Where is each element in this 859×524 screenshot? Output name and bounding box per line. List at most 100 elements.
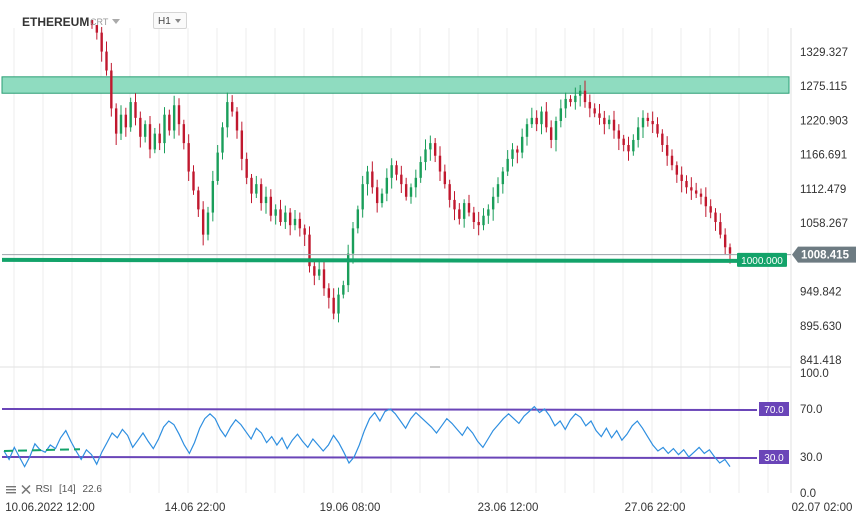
resistance-zone[interactable] bbox=[1, 76, 790, 94]
candle-body bbox=[308, 234, 311, 267]
settings-icon[interactable] bbox=[6, 485, 16, 494]
rsi-tick-label: 0.0 bbox=[800, 488, 816, 500]
candle-body bbox=[124, 114, 128, 128]
candle-body bbox=[549, 127, 553, 140]
candle-body bbox=[322, 269, 326, 289]
candle-body bbox=[598, 113, 601, 118]
time-axis[interactable]: 10.06.2022 12:00 14.06 22:00 19.06 08:00 23… bbox=[5, 502, 852, 514]
candle-body bbox=[235, 111, 239, 131]
candle-body bbox=[143, 124, 147, 137]
support-line[interactable]: 1000.000 bbox=[1, 252, 791, 267]
candle-body bbox=[467, 203, 471, 213]
candle-body bbox=[506, 158, 509, 172]
candle-body bbox=[182, 124, 186, 144]
candle-body bbox=[535, 117, 538, 125]
candle-body bbox=[163, 114, 166, 144]
price-tick-label: 841.418 bbox=[800, 355, 842, 367]
rsi-level-tag bbox=[759, 402, 789, 416]
candle-body bbox=[419, 162, 422, 178]
candle-body bbox=[462, 203, 466, 219]
candle-body bbox=[593, 108, 596, 114]
candle-body bbox=[607, 119, 611, 125]
candle-body bbox=[429, 143, 432, 150]
candle-body bbox=[636, 127, 640, 140]
time-tick-label: 23.06 12:00 bbox=[478, 502, 539, 514]
price-tick-label: 895.630 bbox=[800, 321, 842, 333]
rsi-tick-label: 100.0 bbox=[800, 368, 829, 380]
candle-body bbox=[356, 209, 360, 229]
candle-body bbox=[472, 212, 476, 223]
candle-body bbox=[206, 212, 210, 235]
time-tick-label: 02.07 02:00 bbox=[792, 502, 853, 514]
time-tick-label: 14.06 22:00 bbox=[165, 502, 226, 514]
candle-body bbox=[482, 215, 485, 226]
price-tick-label: 1329.327 bbox=[800, 47, 848, 59]
candle-body bbox=[685, 180, 688, 188]
candle-body bbox=[250, 177, 253, 194]
candle-body bbox=[129, 102, 132, 128]
candle-body bbox=[187, 143, 190, 172]
rsi-tick-label: 30.0 bbox=[800, 452, 822, 464]
time-tick-label: 10.06.2022 12:00 bbox=[5, 502, 95, 514]
price-tick-label: 1166.691 bbox=[800, 150, 847, 162]
candle-body bbox=[409, 187, 413, 197]
candle-body bbox=[139, 117, 142, 137]
candle-body bbox=[709, 206, 712, 213]
candle-body bbox=[723, 234, 727, 248]
symbol-label[interactable]: ETHEREUM bbox=[22, 15, 90, 29]
candle-body bbox=[317, 269, 321, 276]
candle-body bbox=[298, 218, 302, 229]
candle-body bbox=[525, 124, 529, 137]
candle-body bbox=[433, 143, 437, 156]
candle-body bbox=[274, 209, 277, 216]
candle-body bbox=[632, 139, 635, 152]
candle-body bbox=[226, 102, 229, 128]
candle-body bbox=[114, 108, 118, 134]
candle-body bbox=[704, 196, 708, 207]
current-price-value: 1008.415 bbox=[801, 250, 850, 262]
candle-body bbox=[728, 247, 732, 254]
timeframe-select[interactable]: H1 bbox=[153, 12, 187, 29]
rsi-name: RSI bbox=[35, 484, 53, 495]
candle-body bbox=[564, 98, 567, 109]
candle-body bbox=[574, 95, 577, 103]
candle-body bbox=[264, 196, 268, 204]
candle-body bbox=[520, 136, 524, 153]
candle-body bbox=[153, 133, 157, 150]
close-icon[interactable] bbox=[21, 484, 31, 494]
candle-body bbox=[578, 90, 582, 96]
candle-body bbox=[168, 114, 171, 131]
timeframe-label: H1 bbox=[158, 16, 171, 27]
candle-body bbox=[617, 130, 621, 139]
chevron-down-icon bbox=[175, 19, 181, 23]
candle-body bbox=[690, 187, 693, 191]
candle-body bbox=[293, 218, 297, 226]
candle-body bbox=[105, 51, 108, 71]
candle-body bbox=[346, 253, 350, 286]
rsi-period: [14] bbox=[59, 484, 76, 495]
candle-body bbox=[583, 90, 587, 103]
candle-body bbox=[327, 288, 331, 298]
price-axis[interactable]: 1329.327 1275.115 1220.903 1166.691 1112.479… bbox=[792, 47, 856, 367]
candle-body bbox=[665, 145, 669, 156]
rsi-panel: 70.0 30.0 100.0 70.0 30.0 0.0 bbox=[1, 368, 829, 500]
chevron-down-icon[interactable] bbox=[112, 19, 120, 24]
chart-type-select[interactable]: CRT bbox=[90, 17, 109, 27]
candle-body bbox=[530, 117, 534, 125]
candle-body bbox=[366, 171, 369, 185]
candle-body bbox=[612, 119, 616, 131]
rsi-level-tag bbox=[759, 450, 789, 464]
rsi-level-value: 30.0 bbox=[764, 453, 784, 464]
candle-body bbox=[424, 149, 427, 163]
candle-body bbox=[351, 228, 355, 254]
candle-body bbox=[134, 102, 137, 118]
candle-body bbox=[414, 177, 418, 188]
candle-body bbox=[172, 105, 176, 131]
candle-body bbox=[487, 209, 490, 216]
time-tick-label: 27.06 22:00 bbox=[625, 502, 686, 514]
candle-body bbox=[458, 209, 461, 219]
candle-body bbox=[313, 266, 316, 276]
candle-body bbox=[448, 184, 451, 200]
candle-body bbox=[110, 70, 113, 109]
